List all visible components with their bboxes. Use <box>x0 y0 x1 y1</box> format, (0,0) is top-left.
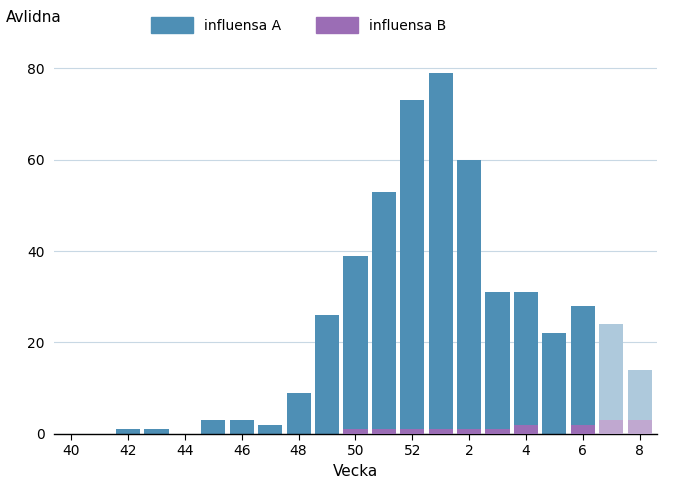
Bar <box>599 324 624 434</box>
X-axis label: Vecka: Vecka <box>333 464 378 479</box>
Bar <box>457 429 481 434</box>
Bar <box>514 424 538 434</box>
Bar <box>628 420 652 434</box>
Legend: influensa A, influensa B: influensa A, influensa B <box>152 17 446 34</box>
Bar <box>144 429 169 434</box>
Bar <box>315 315 339 434</box>
Text: Avlidna: Avlidna <box>6 10 62 26</box>
Bar <box>485 292 510 434</box>
Bar <box>400 429 424 434</box>
Bar <box>372 429 396 434</box>
Bar <box>343 429 368 434</box>
Bar <box>343 256 368 434</box>
Bar <box>542 333 567 434</box>
Bar <box>230 420 254 434</box>
Bar <box>429 429 453 434</box>
Bar <box>571 424 595 434</box>
Bar <box>400 100 424 434</box>
Bar <box>116 429 140 434</box>
Bar <box>457 160 481 434</box>
Bar <box>485 429 510 434</box>
Bar <box>372 192 396 434</box>
Bar <box>429 73 453 434</box>
Bar <box>258 424 282 434</box>
Bar <box>628 370 652 434</box>
Bar <box>286 393 311 434</box>
Bar <box>514 292 538 434</box>
Bar <box>599 420 624 434</box>
Bar <box>571 306 595 434</box>
Bar <box>201 420 225 434</box>
